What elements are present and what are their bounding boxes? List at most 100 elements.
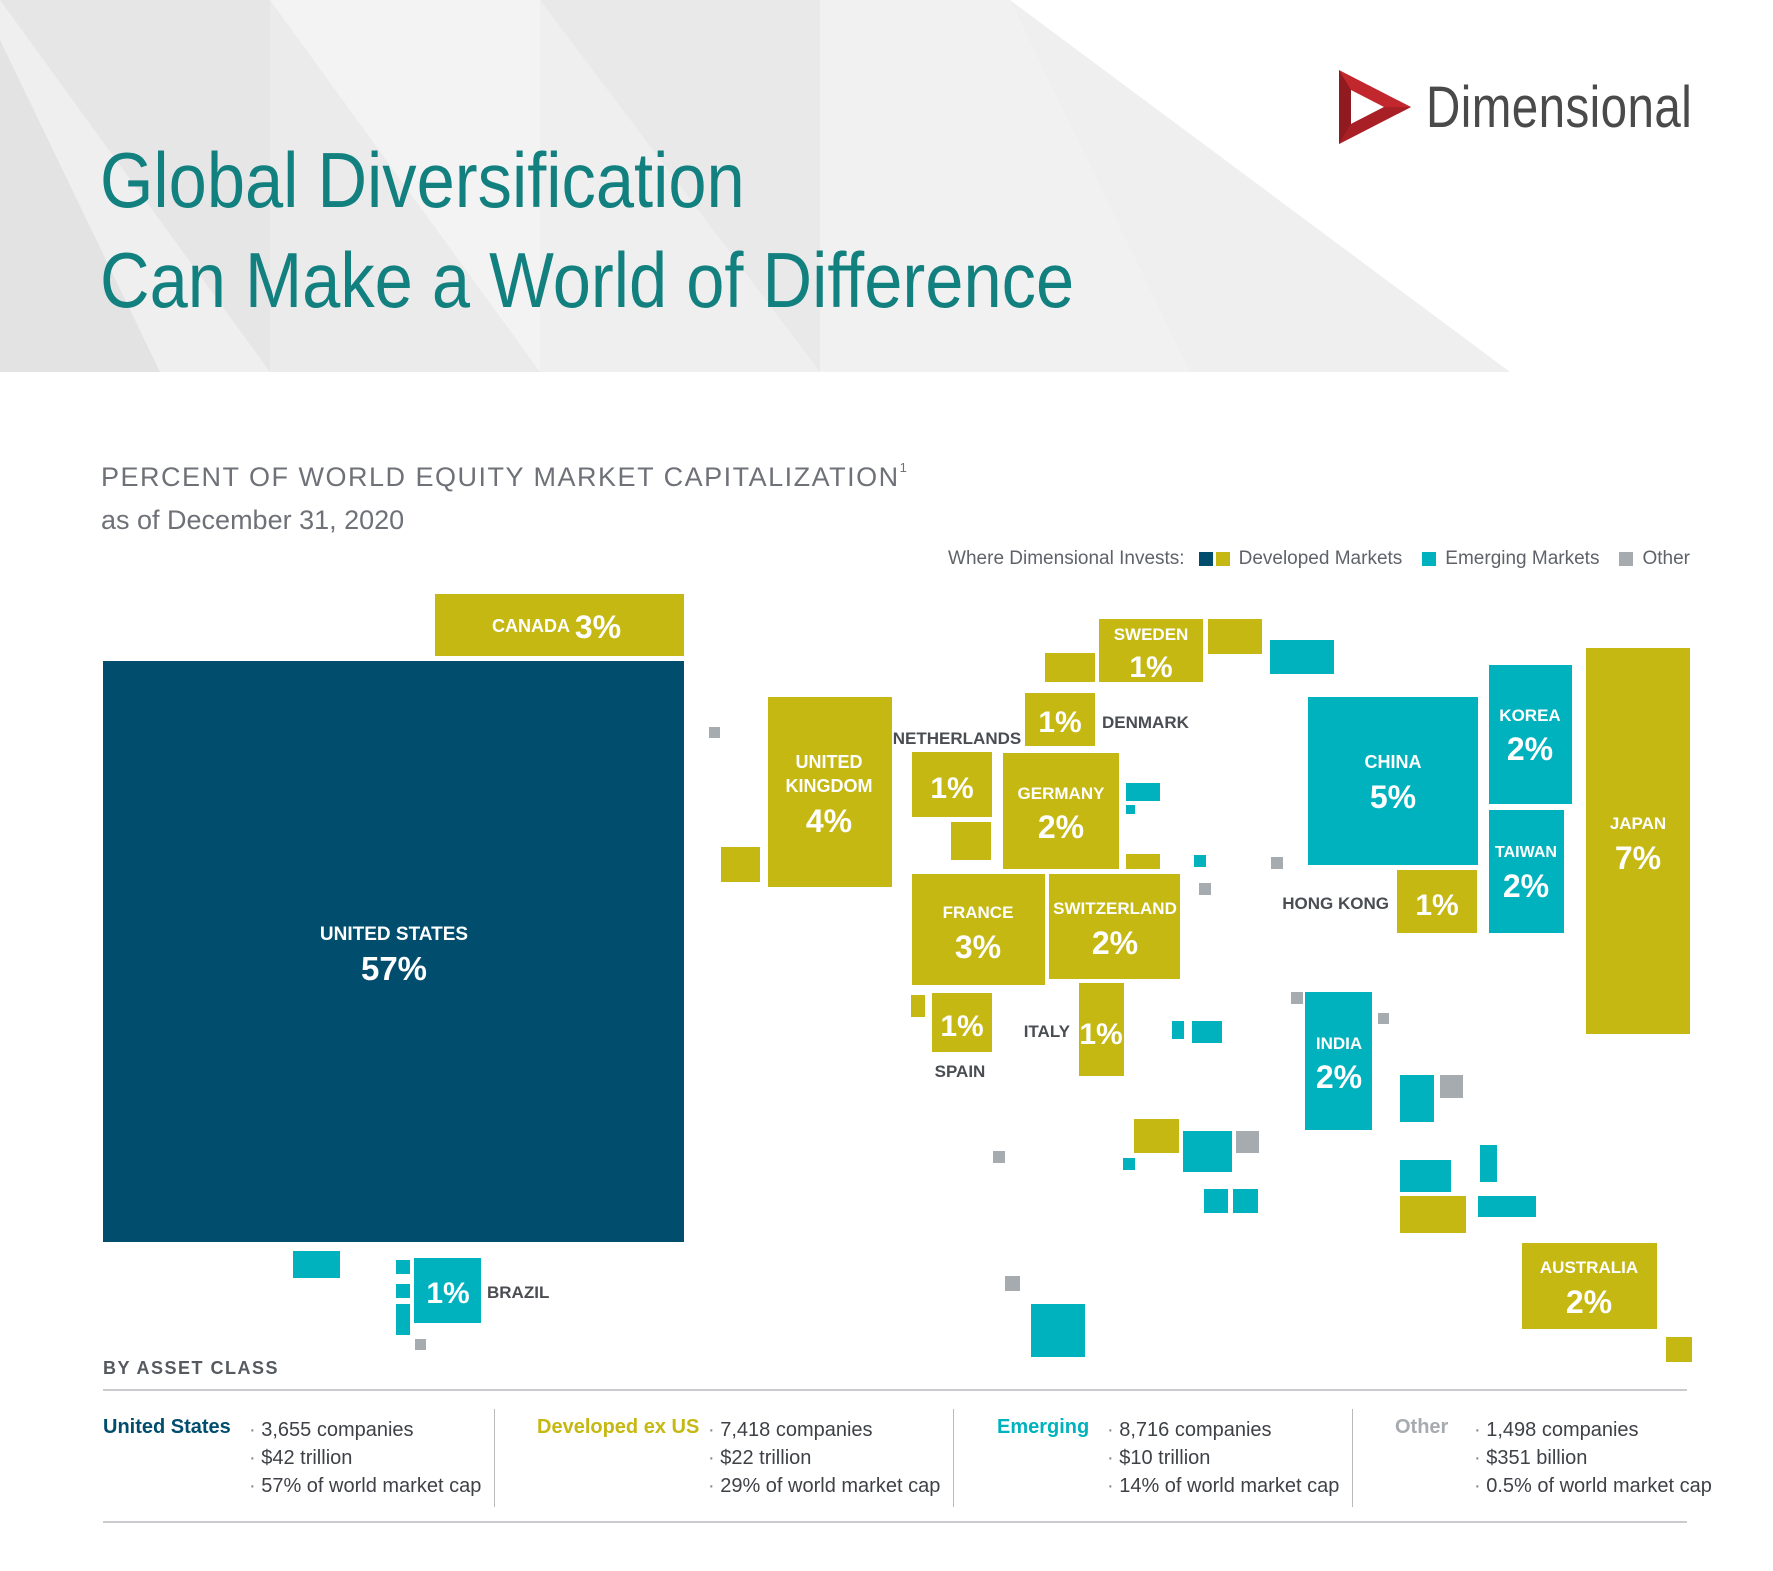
asset-class-name: Emerging bbox=[997, 1416, 1090, 1438]
country-value-japan: 7% bbox=[1615, 840, 1661, 876]
minor-market-tile bbox=[1204, 1189, 1228, 1213]
minor-market-tile bbox=[1126, 854, 1160, 869]
country-value-australia: 2% bbox=[1566, 1284, 1612, 1320]
country-tile-brazil bbox=[414, 1258, 481, 1323]
country-value-spain: 1% bbox=[940, 1010, 983, 1043]
minor-market-tile bbox=[1183, 1131, 1232, 1172]
divider-bottom bbox=[103, 1521, 1687, 1523]
header-background bbox=[0, 0, 1773, 372]
asset-class-name: Other bbox=[1395, 1416, 1449, 1438]
footnote-marker: 1 bbox=[899, 460, 907, 475]
country-tile-germany bbox=[1003, 753, 1119, 869]
stat-companies: 1,498 companies bbox=[1474, 1416, 1712, 1444]
country-tile-china bbox=[1308, 697, 1478, 865]
minor-market-tile bbox=[709, 727, 720, 738]
country-value-taiwan: 2% bbox=[1503, 868, 1549, 904]
country-value-india: 2% bbox=[1316, 1059, 1362, 1095]
minor-market-tile bbox=[1400, 1196, 1466, 1233]
country-name-india: INDIA bbox=[1316, 1034, 1362, 1053]
country-name-sweden: SWEDEN bbox=[1114, 625, 1189, 644]
country-value-united-kingdom: 4% bbox=[806, 803, 852, 839]
country-name-france: FRANCE bbox=[943, 903, 1014, 922]
stat-companies: 7,418 companies bbox=[708, 1416, 940, 1444]
country-tile-united-states bbox=[103, 661, 684, 1242]
minor-market-tile bbox=[993, 1151, 1005, 1163]
country-value-france: 3% bbox=[955, 929, 1001, 965]
minor-market-tile bbox=[1126, 805, 1135, 814]
stat-market-cap: $351 billion bbox=[1474, 1444, 1712, 1472]
legend: Where Dimensional Invests: Developed Mar… bbox=[948, 548, 1690, 570]
legend-prefix: Where Dimensional Invests: bbox=[948, 548, 1185, 569]
minor-market-tile bbox=[1400, 1075, 1434, 1122]
asset-class-stats: 8,716 companies $10 trillion 14% of worl… bbox=[1107, 1416, 1339, 1500]
stat-share: 57% of world market cap bbox=[249, 1472, 481, 1500]
minor-market-tile bbox=[1400, 1160, 1451, 1192]
asset-class-name: United States bbox=[103, 1416, 231, 1438]
asset-class-other: Other 1,498 companies $351 billion 0.5% … bbox=[1395, 1416, 1712, 1500]
country-name-united-states: UNITED STATES bbox=[320, 924, 468, 945]
asset-class-developed: Developed ex US 7,418 companies $22 tril… bbox=[537, 1416, 940, 1500]
stat-companies: 8,716 companies bbox=[1107, 1416, 1339, 1444]
country-tile-canada bbox=[435, 594, 684, 656]
asset-class-stats: 7,418 companies $22 trillion 29% of worl… bbox=[708, 1416, 940, 1500]
country-tile-india bbox=[1305, 992, 1372, 1130]
legend-swatch-emerging bbox=[1422, 552, 1437, 566]
minor-market-tile bbox=[396, 1284, 410, 1298]
dimensional-logo: Dimensional bbox=[1336, 66, 1751, 148]
legend-swatch-us bbox=[1198, 552, 1213, 566]
country-tile-italy bbox=[1079, 983, 1124, 1076]
minor-market-tile bbox=[1005, 1276, 1020, 1291]
minor-market-tile bbox=[1666, 1337, 1692, 1362]
country-name-netherlands: NETHERLANDS bbox=[893, 729, 1021, 748]
country-name-china: CHINA bbox=[1365, 752, 1422, 772]
asset-class-emerging: Emerging 8,716 companies $10 trillion 14… bbox=[997, 1416, 1339, 1500]
stat-market-cap: $10 trillion bbox=[1107, 1444, 1339, 1472]
chart-title: PERCENT OF WORLD EQUITY MARKET CAPITALIZ… bbox=[101, 460, 907, 493]
minor-market-tile bbox=[1480, 1145, 1497, 1182]
asset-class-stats: 1,498 companies $351 billion 0.5% of wor… bbox=[1474, 1416, 1712, 1500]
country-name-japan: JAPAN bbox=[1610, 814, 1666, 833]
legend-label-other: Other bbox=[1642, 548, 1690, 569]
country-tile-korea bbox=[1489, 665, 1572, 804]
country-value-china: 5% bbox=[1370, 779, 1416, 815]
country-tile-japan bbox=[1586, 648, 1690, 1034]
minor-market-tile bbox=[415, 1339, 426, 1350]
minor-market-tile bbox=[1172, 1021, 1184, 1039]
minor-market-tile bbox=[396, 1260, 410, 1274]
legend-swatch-other bbox=[1619, 552, 1634, 566]
minor-market-tile bbox=[1378, 1013, 1389, 1024]
country-tile-netherlands bbox=[912, 752, 992, 817]
country-name-italy: ITALY bbox=[1024, 1022, 1071, 1041]
country-value-canada: 3% bbox=[575, 609, 621, 645]
country-tile-hong-kong bbox=[1397, 870, 1477, 933]
country-name-switzerland: SWITZERLAND bbox=[1053, 899, 1177, 918]
country-value-netherlands: 1% bbox=[930, 772, 973, 805]
minor-market-tile bbox=[951, 822, 991, 860]
stat-companies: 3,655 companies bbox=[249, 1416, 481, 1444]
country-name-spain: SPAIN bbox=[935, 1062, 986, 1081]
country-tile-sweden bbox=[1099, 619, 1203, 682]
minor-market-tile bbox=[721, 847, 760, 882]
minor-market-tile bbox=[396, 1304, 410, 1335]
country-value-switzerland: 2% bbox=[1092, 925, 1138, 961]
chart-title-text: PERCENT OF WORLD EQUITY MARKET CAPITALIZ… bbox=[101, 462, 900, 492]
country-value-korea: 2% bbox=[1507, 731, 1553, 767]
country-name-korea: KOREA bbox=[1499, 706, 1560, 725]
minor-market-tile bbox=[1045, 653, 1095, 682]
minor-market-tile bbox=[1192, 1021, 1222, 1043]
divider-3 bbox=[1352, 1409, 1353, 1507]
legend-swatch-developed bbox=[1215, 552, 1230, 566]
country-value-sweden: 1% bbox=[1129, 651, 1172, 684]
minor-market-tile bbox=[1270, 640, 1334, 674]
minor-market-tile bbox=[1031, 1304, 1085, 1357]
country-tile-switzerland bbox=[1049, 874, 1180, 979]
country-value-hong-kong: 1% bbox=[1415, 889, 1458, 922]
page-title-line-1: Global Diversification bbox=[100, 136, 745, 224]
asset-class-heading: BY ASSET CLASS bbox=[103, 1358, 280, 1378]
asset-class-name: Developed ex US bbox=[537, 1416, 700, 1438]
country-name-united-kingdom-2: KINGDOM bbox=[786, 776, 873, 796]
minor-market-tile bbox=[1126, 783, 1160, 801]
country-value-brazil: 1% bbox=[426, 1277, 469, 1310]
divider-top bbox=[103, 1389, 1687, 1391]
